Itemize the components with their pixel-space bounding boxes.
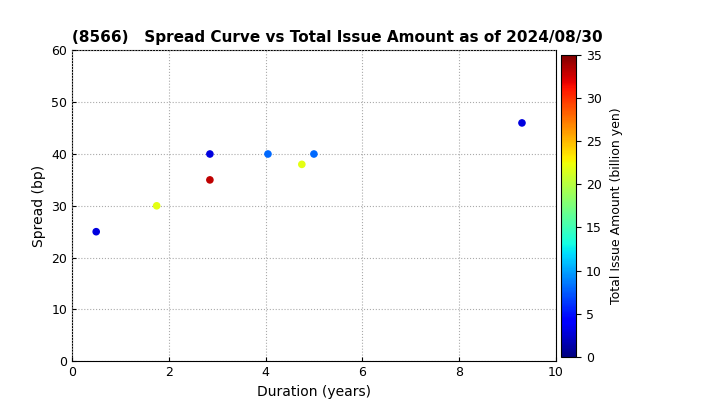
Text: (8566)   Spread Curve vs Total Issue Amount as of 2024/08/30: (8566) Spread Curve vs Total Issue Amoun… bbox=[72, 30, 603, 45]
Y-axis label: Spread (bp): Spread (bp) bbox=[32, 165, 45, 247]
Point bbox=[308, 151, 320, 158]
Point bbox=[516, 120, 528, 126]
Point bbox=[296, 161, 307, 168]
Point bbox=[204, 176, 216, 183]
Point bbox=[262, 151, 274, 158]
X-axis label: Duration (years): Duration (years) bbox=[257, 385, 371, 399]
Y-axis label: Total Issue Amount (billion yen): Total Issue Amount (billion yen) bbox=[610, 108, 623, 304]
Point bbox=[151, 202, 163, 209]
Point bbox=[91, 228, 102, 235]
Point bbox=[204, 151, 216, 158]
